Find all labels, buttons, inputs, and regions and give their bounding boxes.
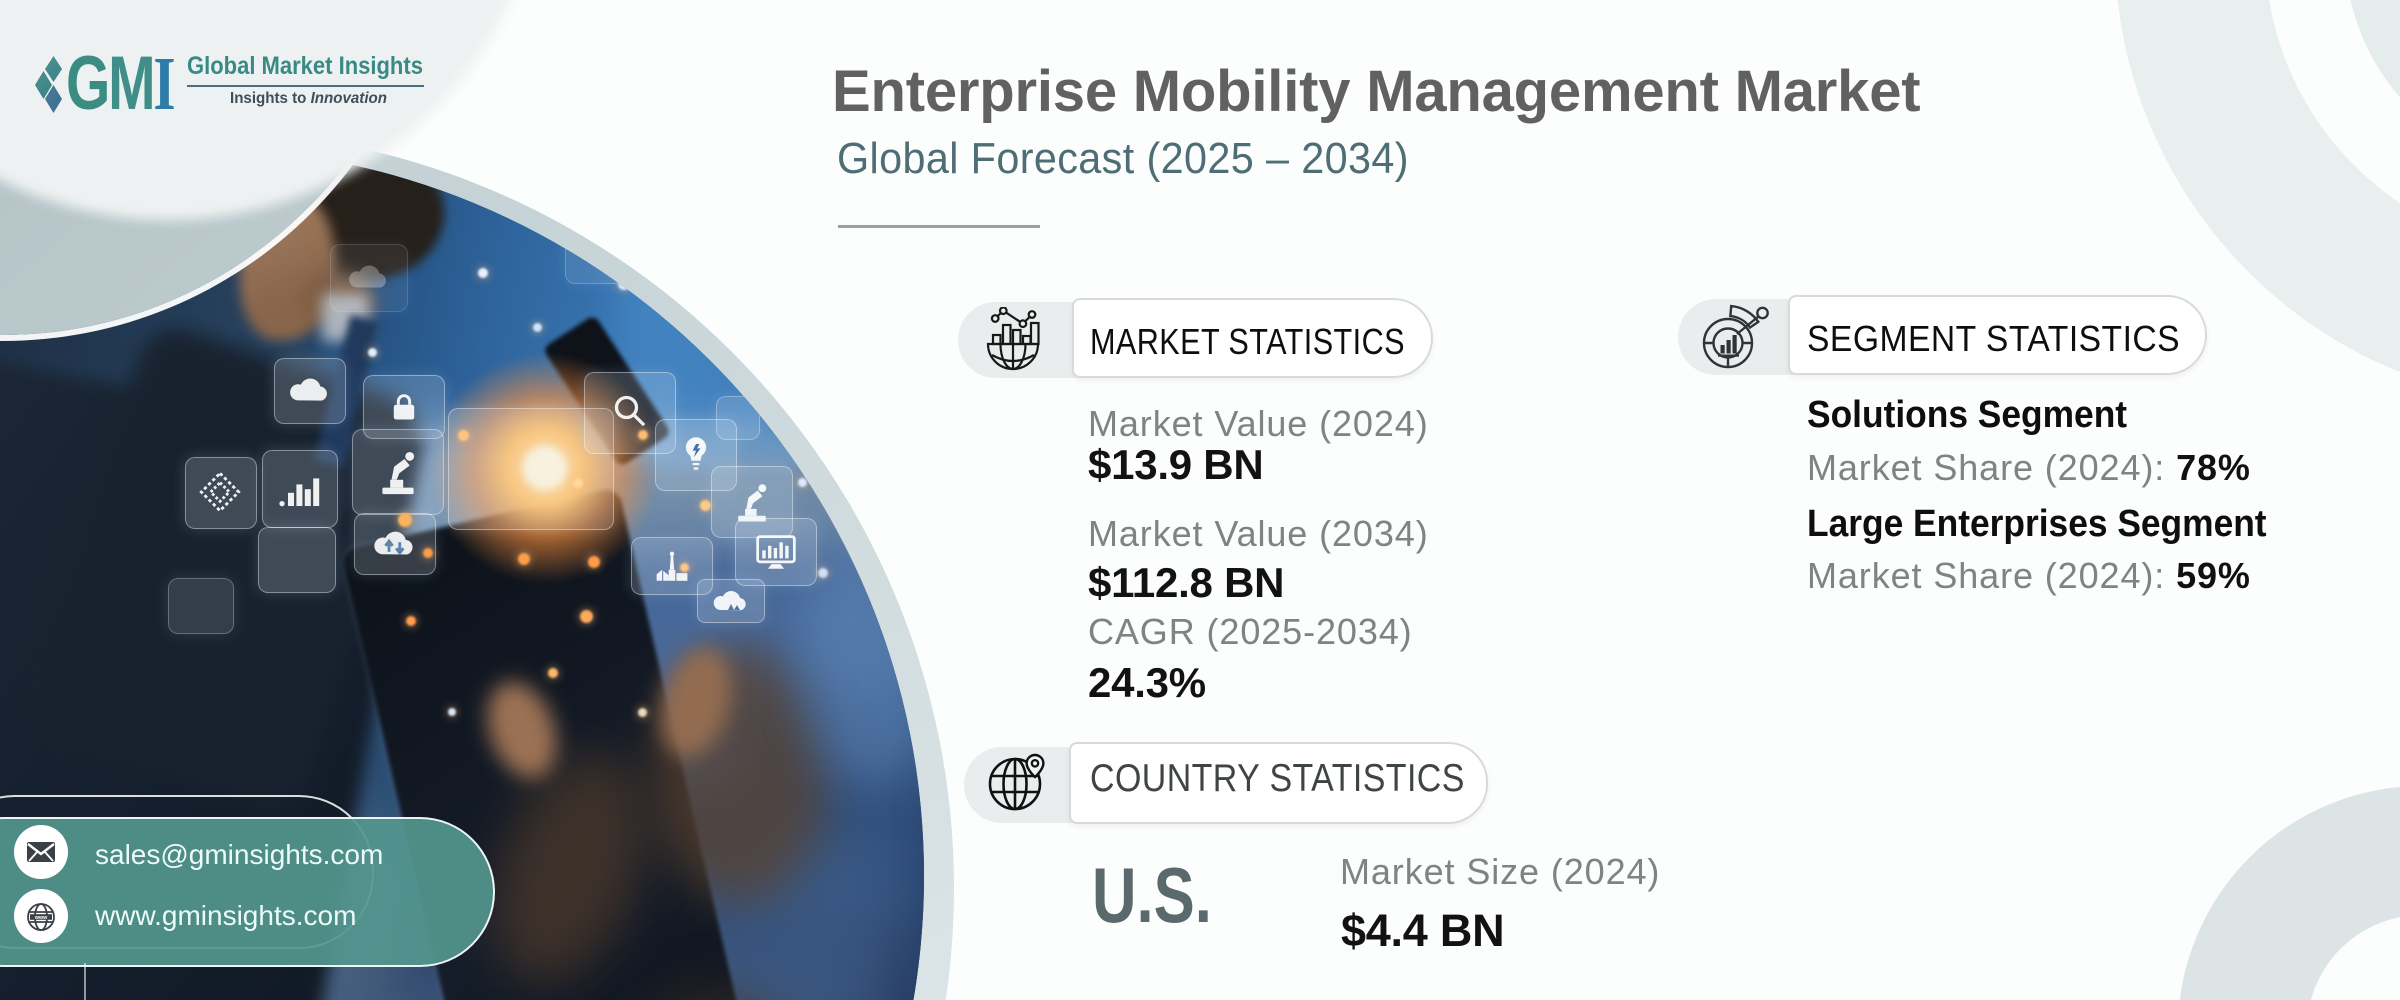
- svg-text:www: www: [34, 915, 48, 921]
